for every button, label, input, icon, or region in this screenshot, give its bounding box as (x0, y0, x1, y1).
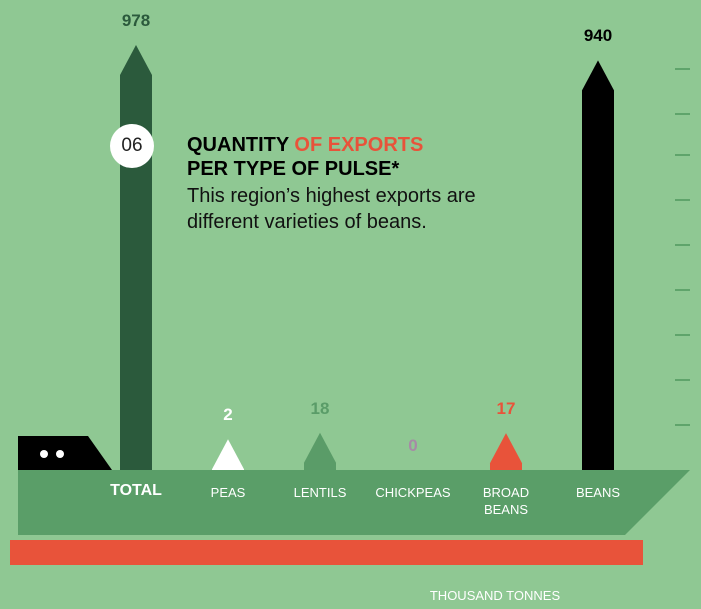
chart-title: QUANTITY OF EXPORTS PER TYPE OF PULSE* (187, 133, 547, 181)
title-part: QUANTITY (187, 134, 295, 156)
bar (120, 45, 152, 470)
value-label: 17 (496, 399, 516, 419)
section-number: 06 (110, 124, 154, 168)
value-label: 978 (121, 11, 151, 30)
category-label: LENTILS (293, 485, 347, 500)
scale-marks (675, 68, 690, 426)
bar (304, 432, 336, 470)
ship-cabin (18, 436, 112, 470)
ship-hull (18, 470, 690, 535)
value-label: 0 (408, 436, 418, 455)
title-highlight: OF EXPORTS (294, 134, 424, 156)
ship-keel (10, 540, 643, 565)
category-label: BEANS (575, 485, 621, 500)
bar (582, 60, 614, 470)
value-label: 2 (223, 405, 233, 425)
category-label: TOTAL (110, 482, 162, 499)
value-label: 18 (310, 398, 330, 418)
subtitle: This region’s highest exports are differ… (187, 185, 476, 233)
bar (490, 433, 522, 470)
category-label: PEAS (210, 485, 246, 500)
porthole (56, 450, 64, 458)
category-label: BROAD BEANS (482, 485, 530, 517)
porthole (40, 450, 48, 458)
bar (212, 439, 244, 470)
title-line: PER TYPE OF PULSE* (187, 158, 400, 180)
value-label: 940 (583, 26, 613, 46)
category-label: CHICKPEAS (375, 485, 451, 500)
unit-label: THOUSAND TONNES (429, 588, 561, 603)
